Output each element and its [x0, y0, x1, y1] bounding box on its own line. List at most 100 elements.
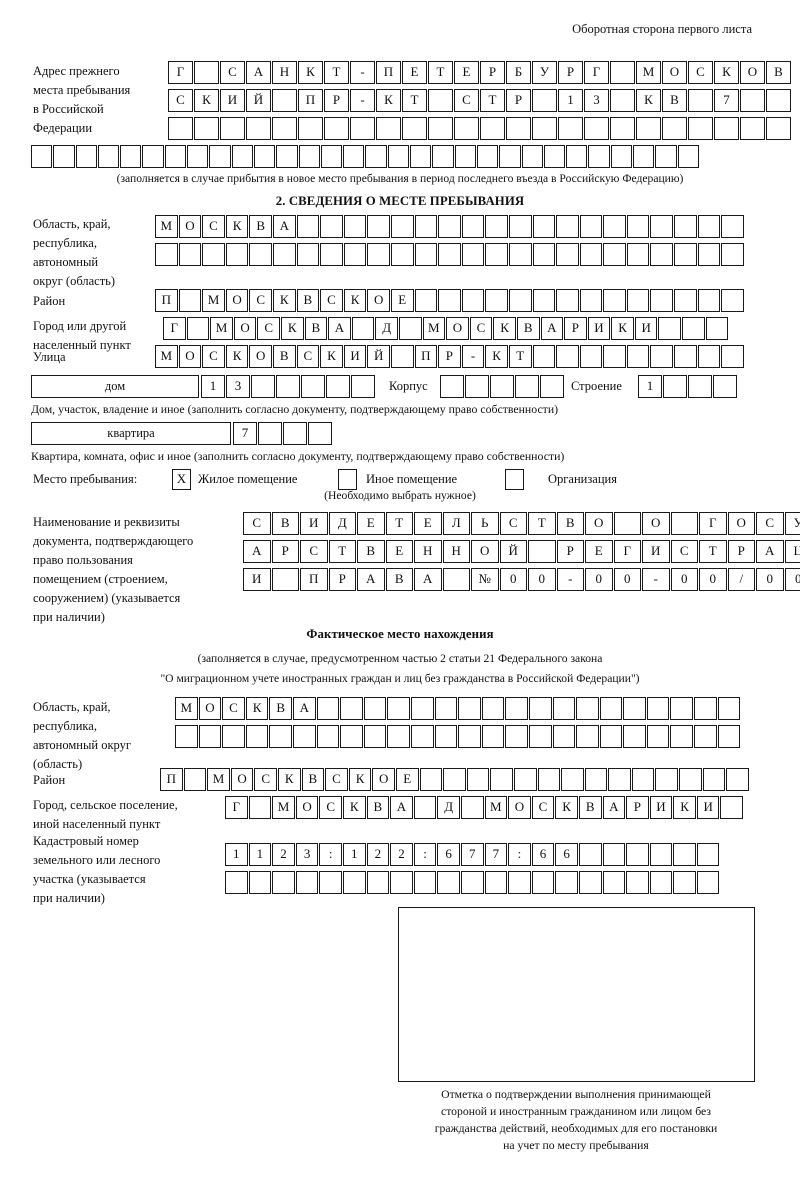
prev-address-char-cell[interactable] — [714, 117, 739, 140]
district-char-cell[interactable] — [556, 289, 579, 312]
prev-address-char-cell[interactable]: С — [168, 89, 193, 112]
actual-district-char-cell[interactable] — [584, 768, 608, 791]
region-char-cell[interactable] — [367, 243, 390, 266]
prev-address-char-cell[interactable] — [688, 89, 713, 112]
city-char-cell[interactable]: К — [611, 317, 634, 340]
prev-address-row-4[interactable] — [31, 145, 699, 168]
prev-address-char-cell[interactable]: Т — [480, 89, 505, 112]
document-char-cell[interactable]: В — [357, 540, 385, 563]
region-char-cell[interactable] — [343, 215, 367, 238]
actual-region-char-cell[interactable] — [599, 697, 623, 720]
actual-region-char-cell[interactable] — [363, 697, 387, 720]
document-char-cell[interactable]: Р — [328, 568, 356, 591]
actual-district-char-cell[interactable] — [655, 768, 679, 791]
district-char-cell[interactable]: К — [272, 289, 296, 312]
street-char-cell[interactable]: П — [414, 345, 438, 368]
document-char-cell[interactable] — [613, 512, 641, 535]
house-char-cell[interactable]: 1 — [201, 375, 225, 398]
region-char-cell[interactable] — [721, 243, 744, 266]
house-char-cell[interactable]: 3 — [226, 375, 250, 398]
region-char-cell[interactable] — [485, 215, 508, 238]
document-char-cell[interactable]: Й — [499, 540, 527, 563]
document-char-cell[interactable]: Н — [442, 540, 470, 563]
cadastral-char-cell[interactable] — [673, 871, 696, 894]
prev-address-char-cell[interactable] — [53, 145, 75, 168]
actual-district-char-cell[interactable] — [466, 768, 490, 791]
region-char-cell[interactable] — [556, 215, 579, 238]
korpus-char-cell[interactable] — [490, 375, 514, 398]
prev-address-char-cell[interactable]: Т — [428, 61, 453, 84]
city-char-cell[interactable]: А — [540, 317, 564, 340]
street-char-cell[interactable] — [626, 345, 650, 368]
prev-address-char-cell[interactable]: Й — [246, 89, 271, 112]
cadastral-char-cell[interactable]: 3 — [295, 843, 319, 866]
prev-address-char-cell[interactable] — [324, 117, 349, 140]
prev-address-char-cell[interactable]: Р — [558, 61, 583, 84]
actual-city-char-cell[interactable]: М — [272, 796, 295, 819]
prev-address-char-cell[interactable]: К — [194, 89, 219, 112]
region-char-cell[interactable] — [721, 215, 744, 238]
street-char-cell[interactable]: О — [249, 345, 272, 368]
street-char-cell[interactable] — [674, 345, 697, 368]
actual-region-char-cell[interactable] — [387, 697, 410, 720]
prev-address-char-cell[interactable] — [428, 117, 453, 140]
region-char-cell[interactable] — [414, 243, 438, 266]
flat-number-cells[interactable]: 7 — [233, 422, 332, 445]
document-char-cell[interactable]: С — [670, 540, 698, 563]
prev-address-char-cell[interactable] — [428, 89, 453, 112]
document-char-cell[interactable]: Е — [357, 512, 385, 535]
region-char-cell[interactable] — [343, 243, 367, 266]
actual-district-char-cell[interactable] — [537, 768, 561, 791]
region-char-cell[interactable] — [626, 215, 650, 238]
actual-district-char-cell[interactable]: О — [230, 768, 254, 791]
prev-address-char-cell[interactable]: Г — [584, 61, 609, 84]
actual-region-char-cell[interactable] — [670, 697, 694, 720]
street-char-cell[interactable]: - — [461, 345, 485, 368]
actual-region-char-cell[interactable] — [623, 725, 646, 748]
document-char-cell[interactable]: И — [300, 512, 328, 535]
region-char-cell[interactable] — [697, 243, 721, 266]
street-char-cell[interactable]: М — [155, 345, 178, 368]
region-char-cell[interactable] — [296, 215, 320, 238]
city-char-cell[interactable]: Г — [163, 317, 186, 340]
street-char-cell[interactable]: Й — [367, 345, 390, 368]
street-char-cell[interactable]: О — [178, 345, 202, 368]
cadastral-char-cell[interactable]: 1 — [342, 843, 366, 866]
city-char-cell[interactable]: О — [446, 317, 469, 340]
actual-district-char-cell[interactable]: К — [348, 768, 372, 791]
prev-address-char-cell[interactable] — [588, 145, 610, 168]
district-char-cell[interactable] — [603, 289, 626, 312]
prev-address-char-cell[interactable] — [365, 145, 387, 168]
prev-address-char-cell[interactable] — [610, 117, 635, 140]
stroenie-char-cell[interactable] — [688, 375, 712, 398]
cadastral-char-cell[interactable] — [626, 843, 649, 866]
prev-address-char-cell[interactable]: М — [636, 61, 661, 84]
cadastral-char-cell[interactable] — [602, 871, 626, 894]
cadastral-char-cell[interactable] — [696, 843, 720, 866]
region-char-cell[interactable] — [674, 243, 697, 266]
prev-address-char-cell[interactable] — [610, 89, 635, 112]
stroenie-char-cell[interactable] — [713, 375, 737, 398]
actual-region-char-cell[interactable] — [458, 697, 481, 720]
cadastral-char-cell[interactable] — [508, 871, 531, 894]
cadastral-char-cell[interactable] — [531, 871, 555, 894]
document-char-cell[interactable]: Ц — [784, 540, 800, 563]
cadastral-char-cell[interactable]: 1 — [225, 843, 248, 866]
cadastral-char-cell[interactable]: : — [413, 843, 437, 866]
actual-region-char-cell[interactable] — [623, 697, 646, 720]
document-char-cell[interactable]: Т — [528, 512, 556, 535]
document-char-cell[interactable]: Е — [585, 540, 613, 563]
actual-region-char-cell[interactable] — [552, 725, 576, 748]
cadastral-char-cell[interactable] — [673, 843, 696, 866]
prev-address-char-cell[interactable] — [97, 145, 120, 168]
district-char-cell[interactable] — [508, 289, 532, 312]
actual-district-char-cell[interactable] — [419, 768, 443, 791]
document-char-cell[interactable] — [528, 540, 556, 563]
document-char-cell[interactable]: - — [642, 568, 670, 591]
document-char-cell[interactable]: П — [300, 568, 328, 591]
prev-address-char-cell[interactable] — [633, 145, 655, 168]
actual-region-char-cell[interactable]: М — [175, 697, 198, 720]
